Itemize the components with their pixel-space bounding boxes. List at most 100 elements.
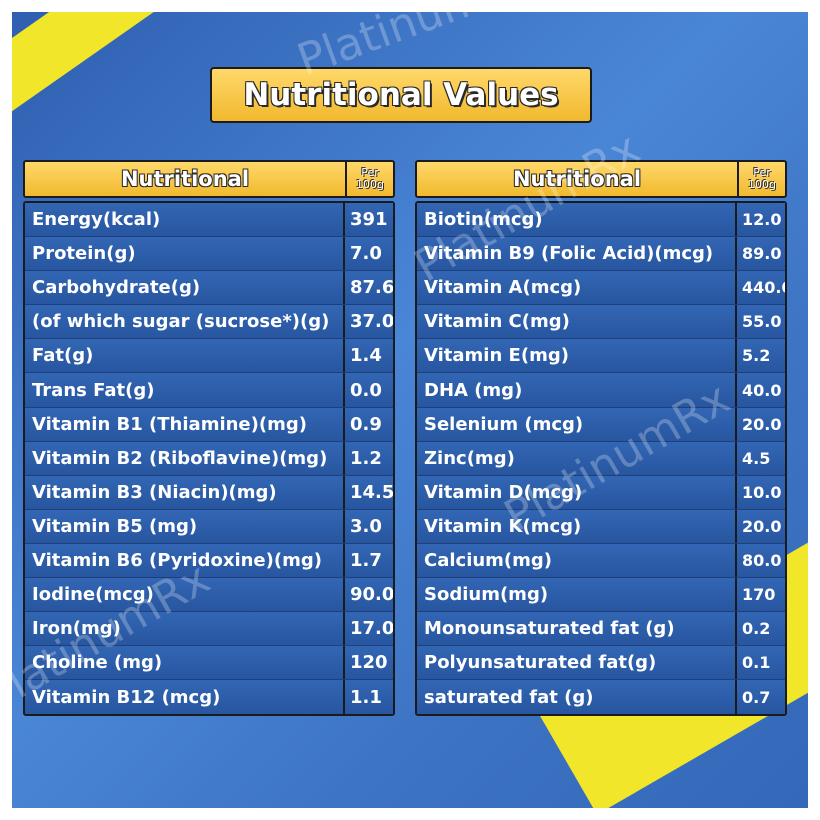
nutrient-name: DHA (mg) [417, 373, 737, 407]
nutrient-value: 3.0 [345, 509, 393, 543]
nutrient-name: Vitamin B5 (mg) [25, 509, 345, 543]
nutrition-table-left: Nutritional Per 100g Energy(kcal) 391 Prot… [23, 160, 395, 717]
nutrient-name: Selenium (mcg) [417, 407, 737, 441]
nutrient-name: Vitamin B9 (Folic Acid)(mcg) [417, 237, 737, 271]
table-row: (of which sugar (sucrose*)(g) 37.0 [25, 305, 393, 340]
header-per-100g: Per 100g [347, 160, 395, 198]
nutrient-value: 1.1 [345, 680, 393, 715]
table-row: Fat(g) 1.4 [25, 339, 393, 374]
table-header: Nutritional Per 100g [415, 160, 787, 198]
nutrient-value: 87.6 [345, 271, 393, 305]
nutrient-value: 170 [737, 578, 785, 612]
nutrient-name: Monounsaturated fat (g) [417, 612, 737, 646]
table-row: Iron(mg) 17.0 [25, 612, 393, 647]
nutrient-name: Biotin(mcg) [417, 203, 737, 237]
table-row: Energy(kcal) 391 [25, 203, 393, 238]
nutrient-name: Iodine(mcg) [25, 578, 345, 612]
nutrient-value: 55.0 [737, 305, 785, 339]
header-nutritional: Nutritional [415, 160, 739, 198]
nutrient-value: 0.7 [737, 680, 785, 715]
nutrient-name: Polyunsaturated fat(g) [417, 646, 737, 680]
nutrient-name: Fat(g) [25, 339, 345, 373]
nutrient-name: Vitamin B6 (Pyridoxine)(mg) [25, 543, 345, 578]
nutrient-name: Sodium(mg) [417, 578, 737, 612]
table-row: Iodine(mcg) 90.0 [25, 578, 393, 613]
table-body: Biotin(mcg) 12.0 Vitamin B9 (Folic Acid)(m… [415, 201, 787, 717]
nutrient-name: Iron(mg) [25, 612, 345, 646]
nutrient-name: Vitamin B3 (Niacin)(mg) [25, 475, 345, 509]
table-body: Energy(kcal) 391 Protein(g) 7.0 Carbohydrate… [23, 201, 395, 717]
nutrient-value: 90.0 [345, 578, 393, 612]
nutrition-panel: Nutritional Values Nutritional Per 100g … [12, 12, 808, 808]
yellow-stripe-top-left-inner [12, 12, 222, 172]
table-row: Monounsaturated fat (g) 0.2 [417, 612, 785, 647]
nutrient-value: 0.1 [737, 646, 785, 680]
nutrient-value: 391 [345, 203, 393, 237]
nutrient-value: 14.5 [345, 475, 393, 509]
table-header: Nutritional Per 100g [23, 160, 395, 198]
page-title: Nutritional Values [243, 77, 559, 113]
nutrient-value: 20.0 [737, 509, 785, 543]
nutrient-value: 12.0 [737, 203, 785, 237]
nutrient-name: Carbohydrate(g) [25, 271, 345, 305]
table-row: Biotin(mcg) 12.0 [417, 203, 785, 238]
table-row: Calcium(mg) 80.0 [417, 543, 785, 579]
table-row: Sodium(mg) 170 [417, 578, 785, 613]
nutrient-name: Vitamin B1 (Thiamine)(mg) [25, 407, 345, 441]
nutrient-name: Zinc(mg) [417, 441, 737, 475]
nutrient-value: 1.2 [345, 441, 393, 475]
nutrient-value: 37.0 [345, 305, 393, 339]
table-row: Vitamin E(mg) 5.2 [417, 339, 785, 374]
header-per: Per [361, 166, 379, 179]
table-row: Vitamin A(mcg)440.0 [417, 271, 785, 306]
table-row: Selenium (mcg) 20.0 [417, 407, 785, 442]
nutrient-name: Vitamin K(mcg) [417, 509, 737, 543]
nutrition-table-right: Nutritional Per 100g Biotin(mcg) 12.0 Vita… [415, 160, 787, 717]
nutrient-name: Vitamin B2 (Riboflavine)(mg) [25, 441, 345, 475]
table-row: saturated fat (g) 0.7 [417, 680, 785, 715]
title-banner: Nutritional Values [210, 67, 592, 123]
nutrient-name: Choline (mg) [25, 646, 345, 680]
nutrient-value: 40.0 [737, 373, 785, 407]
table-row: Choline (mg) 120 [25, 646, 393, 681]
nutrient-name: Energy(kcal) [25, 203, 345, 237]
header-per: Per [753, 166, 771, 179]
nutrient-value: 80.0 [737, 543, 785, 578]
nutrient-name: (of which sugar (sucrose*)(g) [25, 305, 345, 339]
nutrient-value: 0.0 [345, 373, 393, 407]
nutrient-name: Vitamin C(mg) [417, 305, 737, 339]
header-nutritional: Nutritional [23, 160, 347, 198]
nutrient-value: 5.2 [737, 339, 785, 373]
table-row: Vitamin B9 (Folic Acid)(mcg) 89.0 [417, 237, 785, 272]
table-row: Vitamin B1 (Thiamine)(mg) 0.9 [25, 407, 393, 442]
table-row: Vitamin B12 (mcg) 1.1 [25, 680, 393, 715]
nutrient-name: Calcium(mg) [417, 543, 737, 578]
nutrient-name: Vitamin A(mcg) [417, 271, 737, 305]
nutrient-name: saturated fat (g) [417, 680, 737, 715]
nutrient-value: 120 [345, 646, 393, 680]
nutrient-value: 440.0 [737, 271, 785, 305]
table-row: DHA (mg) 40.0 [417, 373, 785, 408]
nutrient-name: Protein(g) [25, 237, 345, 271]
nutrient-value: 4.5 [737, 441, 785, 475]
nutrient-name: Trans Fat(g) [25, 373, 345, 407]
nutrient-value: 7.0 [345, 237, 393, 271]
nutrient-value: 17.0 [345, 612, 393, 646]
table-row: Vitamin B5 (mg) 3.0 [25, 509, 393, 544]
table-row: Vitamin C(mg) 55.0 [417, 305, 785, 340]
nutrient-value: 1.7 [345, 543, 393, 578]
nutrient-value: 10.0 [737, 475, 785, 509]
table-row: Zinc(mg) 4.5 [417, 441, 785, 476]
table-row: Vitamin B6 (Pyridoxine)(mg) 1.7 [25, 543, 393, 579]
header-unit: 100g [356, 178, 384, 191]
header-per-100g: Per 100g [739, 160, 787, 198]
nutrient-value: 89.0 [737, 237, 785, 271]
nutrient-name: Vitamin D(mcg) [417, 475, 737, 509]
table-row: Vitamin K(mcg) 20.0 [417, 509, 785, 544]
table-row: Polyunsaturated fat(g) 0.1 [417, 646, 785, 681]
table-row: Vitamin B2 (Riboflavine)(mg) 1.2 [25, 441, 393, 476]
table-row: Trans Fat(g) 0.0 [25, 373, 393, 408]
nutrient-name: Vitamin E(mg) [417, 339, 737, 373]
table-row: Vitamin D(mcg) 10.0 [417, 475, 785, 510]
nutrient-value: 0.9 [345, 407, 393, 441]
